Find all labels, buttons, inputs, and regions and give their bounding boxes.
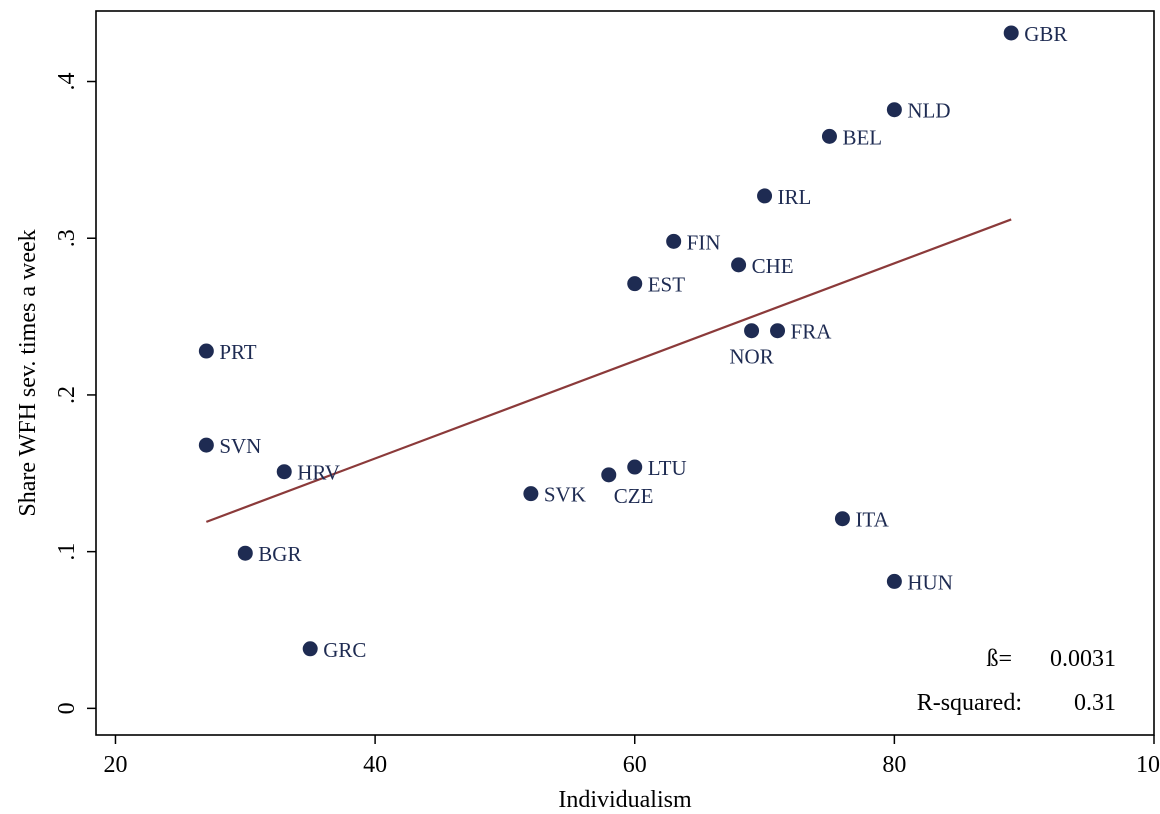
beta-value: 0.0031 bbox=[1050, 646, 1116, 672]
point-label-gbr: GBR bbox=[1024, 22, 1067, 46]
point-label-fra: FRA bbox=[791, 320, 833, 344]
data-point-gbr bbox=[1003, 25, 1019, 41]
x-tick-label: 80 bbox=[882, 752, 906, 778]
data-point-cze bbox=[601, 467, 617, 483]
point-label-nld: NLD bbox=[907, 99, 950, 123]
data-point-hrv bbox=[276, 464, 292, 480]
point-label-bel: BEL bbox=[842, 125, 882, 149]
r-squared-value: 0.31 bbox=[1074, 690, 1116, 716]
data-point-nld bbox=[886, 102, 902, 118]
data-point-ita bbox=[834, 511, 850, 527]
y-tick-label: 0 bbox=[54, 702, 80, 714]
data-point-bel bbox=[821, 128, 837, 144]
point-label-svn: SVN bbox=[219, 434, 261, 458]
point-label-prt: PRT bbox=[219, 340, 256, 364]
plot-frame bbox=[95, 10, 1155, 736]
x-tick-label: 60 bbox=[623, 752, 647, 778]
data-point-hun bbox=[886, 573, 902, 589]
point-label-grc: GRC bbox=[323, 638, 366, 662]
point-label-irl: IRL bbox=[778, 185, 812, 209]
point-label-bgr: BGR bbox=[258, 542, 301, 566]
x-tick-label: 100 bbox=[1136, 752, 1160, 778]
data-point-che bbox=[731, 257, 747, 273]
data-point-fin bbox=[666, 233, 682, 249]
point-label-svk: SVK bbox=[544, 483, 586, 507]
data-point-prt bbox=[198, 343, 214, 359]
fit-line bbox=[205, 218, 1012, 523]
point-label-est: EST bbox=[648, 273, 686, 297]
point-label-che: CHE bbox=[752, 254, 794, 278]
data-points: GBR NLD BEL IRL FIN CHE EST NOR FRA PRT SVN HRV LTU C… bbox=[198, 22, 1067, 662]
point-label-ltu: LTU bbox=[648, 456, 687, 480]
data-point-ltu bbox=[627, 459, 643, 475]
data-point-grc bbox=[302, 641, 318, 657]
y-axis: 0 .1 .2 .3 .4 bbox=[54, 73, 96, 714]
beta-label: ß= bbox=[986, 646, 1012, 672]
y-tick-label: .2 bbox=[54, 386, 80, 404]
point-label-cze: CZE bbox=[614, 484, 654, 508]
r-squared-label: R-squared: bbox=[917, 690, 1022, 716]
point-label-hun: HUN bbox=[907, 570, 953, 594]
data-point-fra bbox=[770, 323, 786, 339]
x-tick-label: 40 bbox=[363, 752, 387, 778]
data-point-svn bbox=[198, 437, 214, 453]
point-label-hrv: HRV bbox=[297, 461, 340, 485]
x-tick-label: 20 bbox=[103, 752, 127, 778]
point-label-ita: ITA bbox=[855, 508, 889, 532]
data-point-nor bbox=[744, 323, 760, 339]
data-point-bgr bbox=[237, 545, 253, 561]
data-point-irl bbox=[757, 188, 773, 204]
point-label-fin: FIN bbox=[687, 230, 721, 254]
y-tick-label: .3 bbox=[54, 229, 80, 247]
data-point-est bbox=[627, 276, 643, 292]
x-axis: 20 40 60 80 100 bbox=[103, 735, 1160, 778]
x-axis-title: Individualism bbox=[558, 787, 692, 813]
point-label-nor: NOR bbox=[729, 345, 773, 369]
y-axis-title: Share WFH sev. times a week bbox=[15, 229, 41, 516]
data-point-svk bbox=[523, 486, 539, 502]
y-tick-label: .1 bbox=[54, 543, 80, 561]
y-tick-label: .4 bbox=[54, 73, 80, 91]
